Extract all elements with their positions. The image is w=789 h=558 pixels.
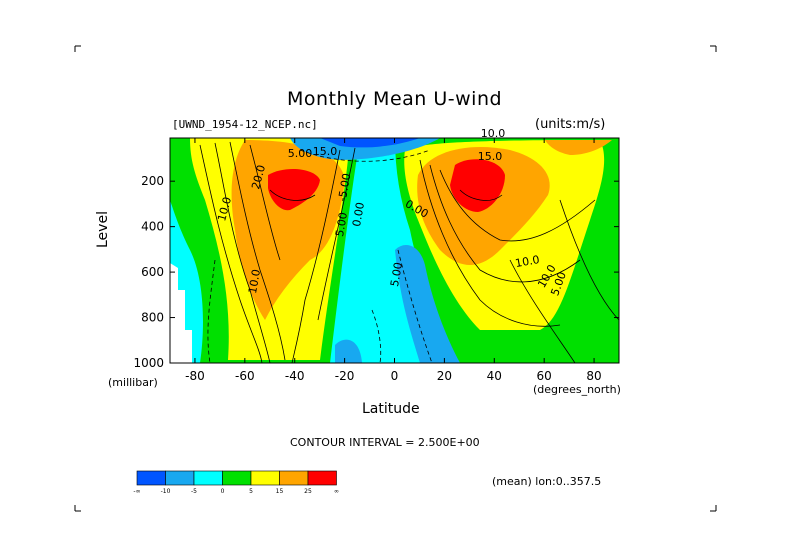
colorbar-swatch xyxy=(136,470,166,486)
contour-label: 20.0 xyxy=(249,164,268,191)
x-tick-label: 20 xyxy=(437,369,452,383)
x-tick-label: -80 xyxy=(185,369,205,383)
x-tick-label: -60 xyxy=(235,369,255,383)
y-axis-units: (millibar) xyxy=(108,376,158,389)
contour-label: 10.0 xyxy=(215,196,234,223)
contour-label: 5.00 xyxy=(288,147,313,160)
y-tick-label: 400 xyxy=(141,220,164,234)
colorbar-swatch xyxy=(193,470,223,486)
contour-label: 10.0 xyxy=(514,253,540,270)
colorbar-swatch xyxy=(222,470,252,486)
corner-marks xyxy=(74,45,717,512)
y-tick-label: 1000 xyxy=(133,356,164,370)
colorbar-tick-label: -5 xyxy=(191,488,197,495)
contour-label: -5.00 xyxy=(336,172,354,202)
plot-area xyxy=(169,137,620,364)
colorbar-tick-label: 5 xyxy=(249,488,253,495)
chart-title: Monthly Mean U-wind xyxy=(286,88,503,110)
colorbar-tick-label: 0 xyxy=(221,488,225,495)
colorbar-tick-label: -∞ xyxy=(133,488,140,495)
contour-label: 0.00 xyxy=(350,201,367,227)
contour-label: 10.0 xyxy=(246,268,263,294)
colorbar-swatch xyxy=(250,470,280,486)
x-tick-label: -40 xyxy=(285,369,305,383)
units-label: (units:m/s) xyxy=(535,117,606,132)
colorbar-tick-label: ∞ xyxy=(334,488,339,495)
colorbar-swatch xyxy=(279,470,309,486)
colorbar-swatch xyxy=(165,470,195,486)
x-tick-label: 40 xyxy=(487,369,502,383)
contour-interval-text: CONTOUR INTERVAL = 2.500E+00 xyxy=(290,436,480,449)
x-tick-label: 60 xyxy=(537,369,552,383)
contour-label: 15.0 xyxy=(313,145,338,158)
x-axis-units: (degrees_north) xyxy=(533,383,621,396)
y-axis-label: Level xyxy=(95,211,111,248)
colorbar-tick-label: 25 xyxy=(304,488,312,495)
y-tick-label: 800 xyxy=(141,311,164,325)
x-tick-label: 0 xyxy=(391,369,399,383)
x-tick-label: 80 xyxy=(586,369,601,383)
contour-label: 5.00 xyxy=(388,261,405,287)
averaging-text: (mean) lon:0..357.5 xyxy=(492,475,602,488)
colorbar-tick-label: -10 xyxy=(161,488,171,495)
colorbar-tick-label: 15 xyxy=(276,488,284,495)
dataset-label: [UWND_1954-12_NCEP.nc] xyxy=(172,118,318,131)
x-axis-label: Latitude xyxy=(362,401,420,417)
y-tick-label: 200 xyxy=(141,174,164,188)
colorbar: -∞ -10 -5 0 5 15 25 ∞ xyxy=(133,470,339,495)
contour-label: 10.0 xyxy=(481,127,506,140)
contour-label: 5.00 xyxy=(333,211,350,237)
contour-label: 15.0 xyxy=(478,150,503,163)
colorbar-swatch xyxy=(307,470,337,486)
y-tick-label: 600 xyxy=(141,265,164,279)
x-tick-label: -20 xyxy=(335,369,355,383)
